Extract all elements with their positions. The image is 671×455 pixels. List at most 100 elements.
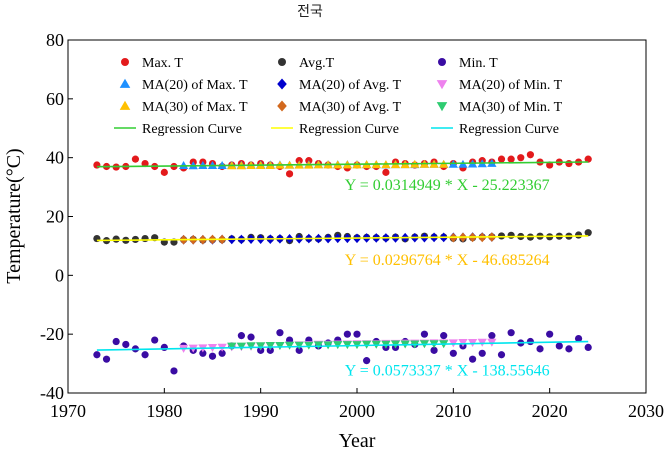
y-tick-label: -40	[40, 383, 64, 403]
ma-30-of-min-t-point	[294, 341, 304, 350]
ma-30-of-min-t-point	[246, 342, 256, 351]
regression-line	[96, 235, 589, 242]
avg-t-point	[584, 229, 592, 237]
max-t-point	[507, 155, 515, 163]
min-t-point	[469, 355, 477, 363]
x-axis-label: Year	[339, 430, 376, 452]
legend-swatch	[121, 58, 129, 66]
min-t-point	[449, 349, 457, 357]
min-t-point	[507, 329, 515, 337]
max-t-point	[382, 168, 390, 176]
max-t-point	[285, 170, 294, 178]
min-t-point	[478, 349, 486, 357]
legend-label: MA(20) of Max. T	[142, 78, 248, 93]
y-axis-label: Temperature(°C)	[3, 148, 25, 283]
y-tick-label: 20	[46, 207, 64, 227]
max-t-point	[517, 154, 525, 162]
ma-30-of-min-t-point	[333, 341, 343, 350]
avg-t-point	[112, 235, 120, 243]
legend-swatch	[119, 100, 131, 110]
min-t-point	[122, 340, 130, 349]
min-t-point	[440, 332, 448, 340]
legend-swatch	[278, 58, 286, 66]
ma-30-of-min-t-point	[313, 341, 324, 350]
regression-line	[96, 161, 589, 168]
avg-t-point	[507, 231, 515, 239]
x-tick-label: 2000	[339, 401, 375, 421]
min-t-point	[430, 346, 438, 354]
y-tick-label: 0	[55, 265, 64, 285]
regression-equation: Y = 0.0314949 * X - 25.223367	[345, 177, 550, 194]
min-t-point	[112, 337, 120, 346]
min-t-point	[160, 343, 168, 352]
max-t-point	[584, 155, 592, 163]
legend-swatch	[277, 100, 287, 112]
max-t-point	[141, 159, 149, 168]
max-t-point	[131, 155, 140, 163]
min-t-point	[102, 355, 111, 363]
avg-t-point	[497, 232, 506, 240]
legend-swatch	[277, 78, 287, 90]
y-tick-label: -20	[40, 324, 64, 344]
max-t-point	[565, 159, 573, 168]
y-tick-label: 60	[46, 89, 64, 109]
min-t-point	[266, 346, 274, 354]
min-t-point	[565, 345, 573, 353]
min-t-point	[536, 345, 544, 353]
legend-swatch	[436, 80, 448, 90]
legend-label: MA(30) of Max. T	[142, 100, 248, 115]
legend-label: Regression Curve	[459, 122, 559, 137]
max-t-point	[160, 168, 168, 176]
legend: Max. T Avg.T Min. T MA(20) of Max. T MA(20) …	[114, 56, 563, 137]
min-t-point	[555, 342, 563, 350]
avg-t-point	[141, 234, 149, 243]
min-t-point	[546, 330, 554, 338]
max-t-point	[497, 155, 506, 163]
regression-equation: Y = 0.0573337 * X - 138.55646	[345, 362, 550, 379]
avg-t-point	[574, 231, 583, 239]
x-tick-label: 1980	[146, 401, 182, 421]
min-t-point	[218, 349, 226, 357]
min-t-point	[488, 332, 496, 340]
legend-label: Max. T	[142, 56, 183, 71]
ma-30-of-min-t-point	[265, 341, 275, 350]
min-t-point	[584, 343, 592, 352]
min-t-point	[237, 332, 245, 340]
min-t-point	[497, 351, 506, 359]
min-t-point	[199, 349, 207, 357]
max-t-point	[93, 161, 101, 169]
regression-line	[96, 340, 589, 351]
y-tick-label: 40	[46, 148, 64, 168]
legend-swatch	[438, 58, 446, 66]
x-tick-label: 2010	[435, 401, 471, 421]
legend-label: MA(20) of Min. T	[459, 78, 563, 93]
legend-label: MA(20) of Avg. T	[299, 78, 402, 93]
min-t-point	[141, 351, 149, 359]
legend-label: MA(30) of Min. T	[459, 100, 563, 115]
min-t-point	[247, 333, 255, 341]
min-t-point	[420, 330, 429, 338]
min-t-point	[93, 351, 101, 359]
min-t-point	[208, 352, 217, 360]
min-t-point	[151, 336, 159, 344]
max-t-point	[526, 151, 535, 159]
ma-30-of-min-t-point	[227, 342, 237, 351]
min-t-point	[170, 367, 178, 375]
ma-30-of-min-t-point	[256, 342, 266, 351]
max-t-point	[546, 161, 554, 169]
ma-30-of-min-t-point	[275, 341, 285, 350]
x-tick-label: 1990	[243, 401, 279, 421]
min-t-point	[353, 330, 361, 338]
min-t-point	[295, 346, 303, 354]
ma-20-of-max-t-point	[178, 160, 189, 169]
min-t-point	[526, 337, 535, 346]
min-t-point	[574, 334, 583, 343]
x-tick-label: 1970	[50, 401, 86, 421]
legend-label: Avg.T	[299, 56, 335, 71]
regression-equation: Y = 0.0296764 * X - 46.685264	[345, 252, 550, 269]
min-t-point	[343, 330, 351, 338]
min-t-point	[276, 329, 284, 337]
legend-label: MA(30) of Avg. T	[299, 100, 402, 115]
y-tick-label: 80	[46, 30, 64, 50]
